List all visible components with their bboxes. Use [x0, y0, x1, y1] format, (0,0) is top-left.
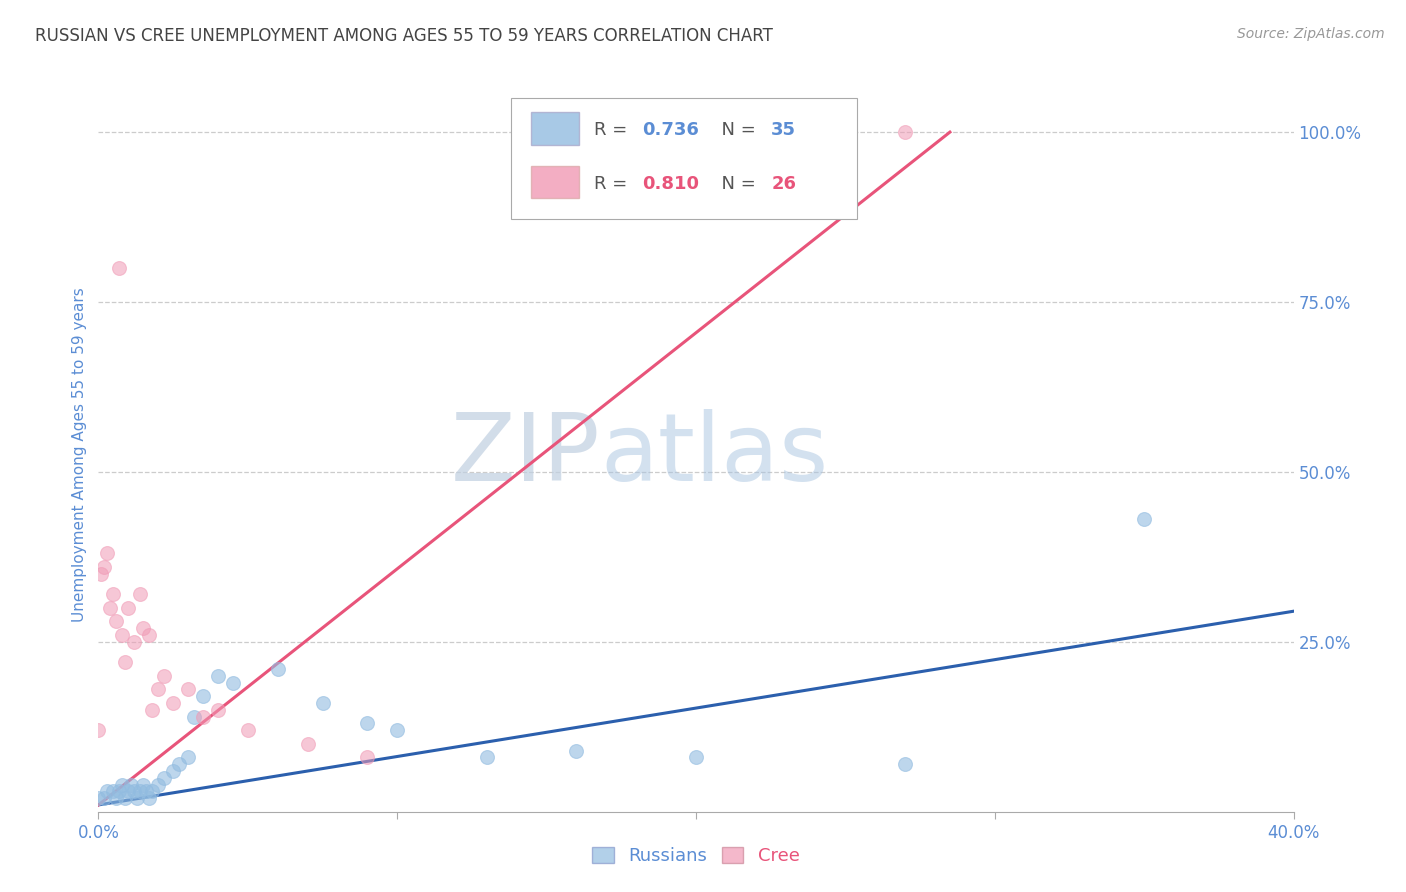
- FancyBboxPatch shape: [531, 166, 579, 198]
- Point: [311, 696, 333, 710]
- Point: [127, 791, 149, 805]
- Point: [297, 737, 319, 751]
- Point: [114, 655, 136, 669]
- Point: [132, 621, 155, 635]
- Text: RUSSIAN VS CREE UNEMPLOYMENT AMONG AGES 55 TO 59 YEARS CORRELATION CHART: RUSSIAN VS CREE UNEMPLOYMENT AMONG AGES …: [35, 27, 773, 45]
- Point: [111, 778, 134, 792]
- Point: [475, 750, 498, 764]
- Point: [120, 778, 142, 792]
- Text: N =: N =: [710, 175, 762, 193]
- Point: [103, 587, 125, 601]
- Point: [105, 791, 128, 805]
- Point: [100, 600, 122, 615]
- FancyBboxPatch shape: [510, 98, 858, 219]
- Text: atlas: atlas: [600, 409, 828, 501]
- Point: [108, 784, 131, 798]
- Point: [124, 635, 146, 649]
- Text: R =: R =: [595, 175, 633, 193]
- Point: [267, 662, 290, 676]
- Legend: Russians, Cree: Russians, Cree: [583, 838, 808, 874]
- Point: [177, 682, 200, 697]
- Point: [111, 628, 134, 642]
- Point: [207, 703, 229, 717]
- Point: [153, 669, 176, 683]
- Point: [167, 757, 190, 772]
- Point: [129, 587, 152, 601]
- Point: [108, 260, 131, 275]
- Point: [93, 791, 115, 805]
- Point: [93, 560, 115, 574]
- Point: [894, 757, 917, 772]
- Point: [114, 791, 136, 805]
- Point: [117, 784, 139, 798]
- Point: [148, 778, 170, 792]
- Point: [1133, 512, 1156, 526]
- Point: [222, 675, 245, 690]
- Text: 35: 35: [772, 121, 796, 139]
- FancyBboxPatch shape: [531, 112, 579, 145]
- Point: [129, 784, 152, 798]
- Text: ZIP: ZIP: [451, 409, 600, 501]
- Point: [87, 791, 110, 805]
- Point: [132, 778, 155, 792]
- Point: [138, 791, 160, 805]
- Point: [236, 723, 259, 738]
- Point: [162, 696, 184, 710]
- Point: [183, 709, 205, 723]
- Point: [124, 784, 146, 798]
- Point: [117, 600, 139, 615]
- Point: [103, 784, 125, 798]
- Point: [96, 784, 118, 798]
- Point: [207, 669, 229, 683]
- Point: [162, 764, 184, 778]
- Text: 26: 26: [772, 175, 796, 193]
- Text: 0.736: 0.736: [643, 121, 699, 139]
- Text: R =: R =: [595, 121, 633, 139]
- Point: [87, 723, 110, 738]
- Point: [894, 125, 917, 139]
- Text: Source: ZipAtlas.com: Source: ZipAtlas.com: [1237, 27, 1385, 41]
- Text: 0.810: 0.810: [643, 175, 699, 193]
- Point: [148, 682, 170, 697]
- Point: [191, 709, 214, 723]
- Point: [356, 750, 378, 764]
- Point: [141, 703, 163, 717]
- Y-axis label: Unemployment Among Ages 55 to 59 years: Unemployment Among Ages 55 to 59 years: [72, 287, 87, 623]
- Point: [135, 784, 157, 798]
- Point: [90, 566, 112, 581]
- Point: [138, 628, 160, 642]
- Point: [685, 750, 707, 764]
- Point: [141, 784, 163, 798]
- Point: [385, 723, 409, 738]
- Point: [565, 743, 588, 757]
- Point: [177, 750, 200, 764]
- Point: [105, 615, 128, 629]
- Point: [356, 716, 378, 731]
- Point: [191, 689, 214, 703]
- Text: N =: N =: [710, 121, 762, 139]
- Point: [153, 771, 176, 785]
- Point: [96, 546, 118, 560]
